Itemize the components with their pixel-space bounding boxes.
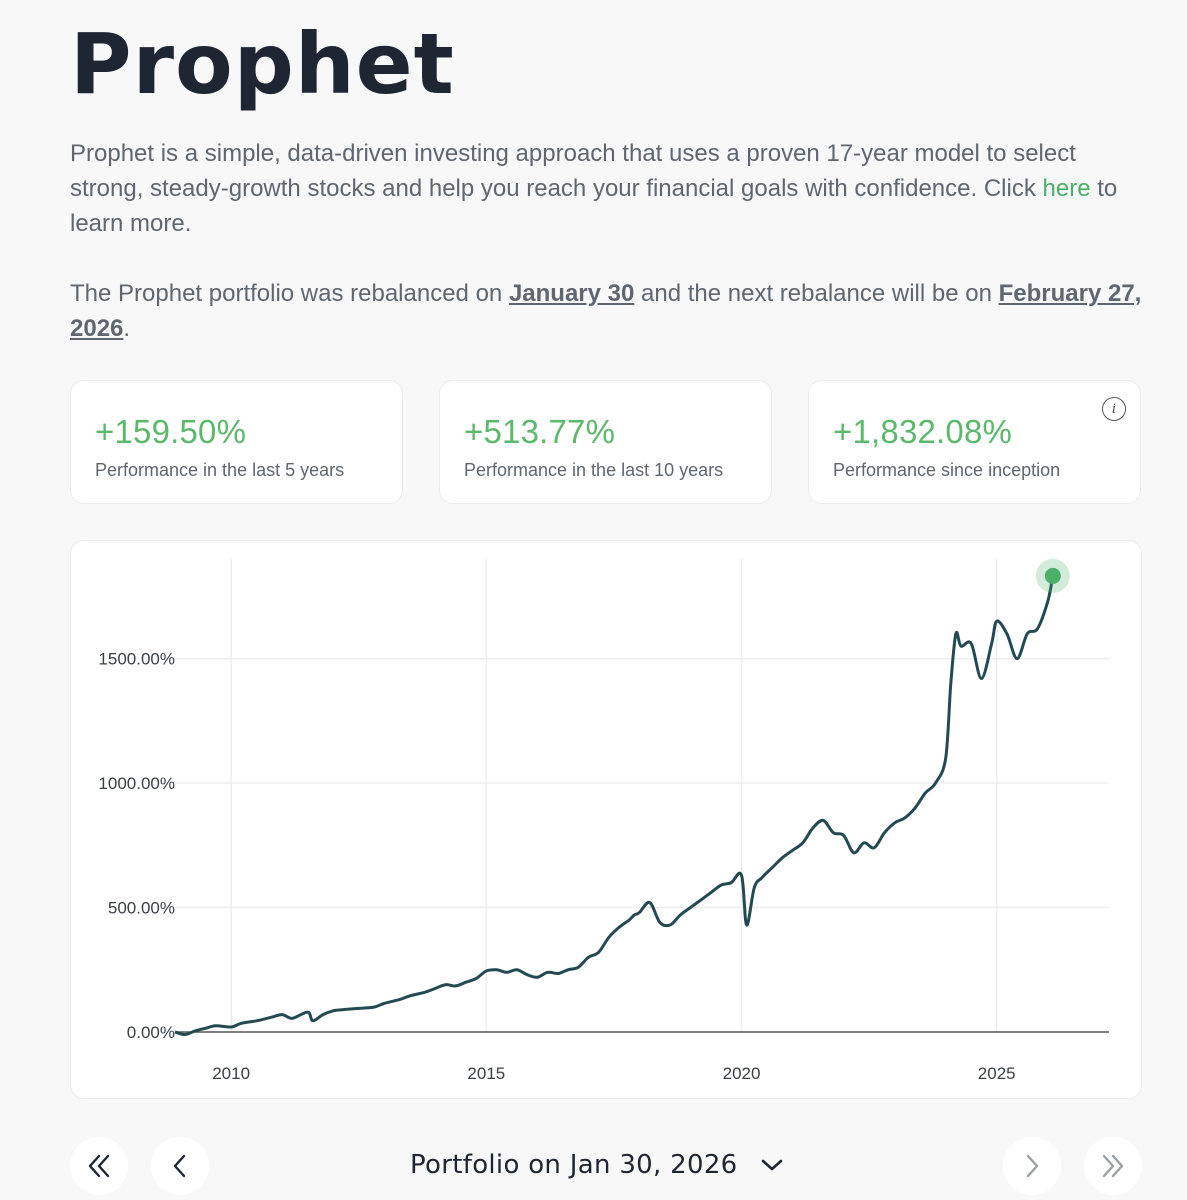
learn-more-link[interactable]: here — [1042, 175, 1091, 202]
performance-chart-svg: 2010 2015 2020 2025 0.00% 500.00% 1000.00% 1500… — [98, 558, 1109, 1083]
rebalance-before: The Prophet portfolio was rebalanced on — [70, 280, 509, 307]
intro-before: Prophet is a simple, data-driven investi… — [70, 140, 1076, 202]
intro-after: to learn more. — [70, 175, 1118, 237]
rebalance-date-link[interactable]: January 30 — [508, 280, 635, 307]
last-portfolio-button[interactable] — [1084, 1137, 1142, 1195]
y-tick-label: 1500.00% — [98, 650, 175, 669]
stat-card-5-years: +159.50% Performance in the last 5 years — [70, 380, 403, 504]
y-tick-label: 1000.00% — [98, 774, 175, 793]
chevron-down-icon — [761, 1159, 782, 1171]
y-tick-label: 0.00% — [127, 1023, 175, 1042]
x-tick-label: 2020 — [723, 1064, 761, 1083]
y-tick-label: 500.00% — [108, 899, 175, 918]
stat-label-5-years: Performance in the last 5 years — [95, 460, 345, 480]
stat-value-5-years: +159.50% — [95, 413, 247, 450]
stat-value-10-years: +513.77% — [464, 413, 616, 450]
latest-point-marker[interactable] — [1044, 567, 1061, 584]
performance-series-line — [174, 575, 1055, 1037]
x-tick-label: 2025 — [978, 1064, 1016, 1083]
portfolio-date-selector[interactable]: Portfolio on Jan 30, 2026 — [410, 1150, 784, 1180]
previous-portfolio-button[interactable] — [151, 1137, 209, 1195]
chevron-left-icon — [173, 1154, 186, 1178]
x-tick-label: 2010 — [212, 1064, 250, 1083]
portfolio-date-label: Portfolio on Jan 30, 2026 — [410, 1150, 738, 1180]
performance-chart: 2010 2015 2020 2025 0.00% 500.00% 1000.00% 1500… — [70, 540, 1142, 1099]
double-chevron-right-icon — [1102, 1154, 1124, 1178]
chevron-right-icon — [1026, 1154, 1039, 1178]
info-icon[interactable]: i — [1102, 397, 1126, 421]
page-title: Prophet — [70, 15, 455, 113]
rebalance-text: The Prophet portfolio was rebalanced on … — [70, 276, 1150, 346]
stat-card-inception: +1,832.08% Performance since inception i — [808, 380, 1141, 504]
intro-text: Prophet is a simple, data-driven investi… — [70, 136, 1150, 241]
rebalance-middle: and the next rebalance will be on — [634, 280, 999, 307]
next-portfolio-button[interactable] — [1003, 1137, 1061, 1195]
double-chevron-left-icon — [88, 1154, 110, 1178]
rebalance-after: . — [123, 315, 131, 342]
stat-label-inception: Performance since inception — [833, 460, 1061, 480]
x-tick-label: 2015 — [467, 1064, 505, 1083]
next-rebalance-date-link[interactable]: February 27, 2026 — [70, 280, 1142, 342]
stat-label-10-years: Performance in the last 10 years — [464, 460, 724, 480]
first-portfolio-button[interactable] — [70, 1137, 128, 1195]
stat-value-inception: +1,832.08% — [833, 413, 1013, 450]
stat-card-10-years: +513.77% Performance in the last 10 year… — [439, 380, 772, 504]
